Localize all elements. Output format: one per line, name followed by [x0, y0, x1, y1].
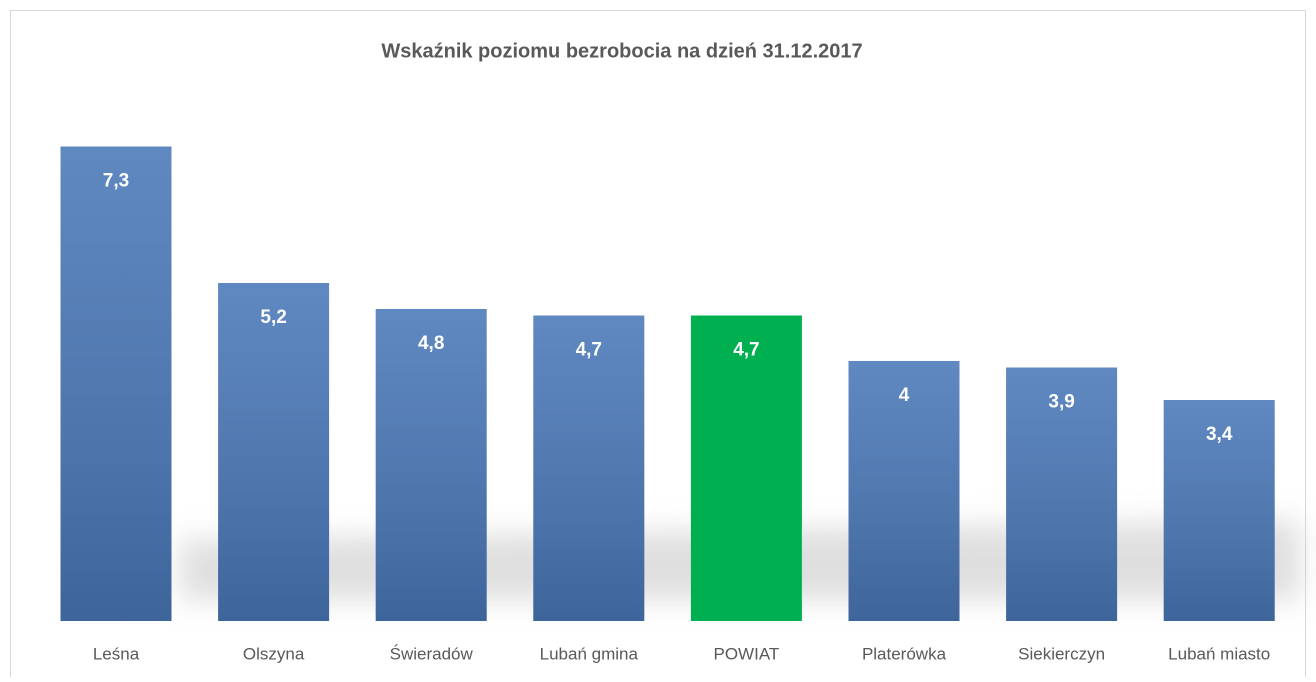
bar: [690, 315, 802, 621]
data-label: 7,3: [103, 171, 129, 192]
bar: [60, 146, 172, 621]
data-label: 4,7: [733, 340, 759, 361]
x-tick-label: Świeradów: [390, 644, 474, 663]
x-tick-label: Olszyna: [243, 644, 305, 663]
bar: [375, 309, 487, 621]
data-label: 3,4: [1206, 424, 1233, 445]
data-label: 3,9: [1048, 392, 1074, 413]
data-label: 5,2: [260, 307, 286, 328]
chart-title: Wskaźnik poziomu bezrobocia na dzień 31.…: [381, 40, 862, 62]
data-label: 4,7: [576, 340, 602, 361]
x-tick-label: Lubań gmina: [540, 644, 639, 663]
bar: [218, 283, 330, 621]
x-tick-label: Lubań miasto: [1168, 644, 1270, 663]
x-tick-label: POWIAT: [714, 644, 780, 663]
data-label: 4,8: [418, 333, 444, 354]
x-tick-label: Siekierczyn: [1018, 644, 1105, 663]
x-tick-label: Platerówka: [862, 644, 947, 663]
x-tick-label: Leśna: [93, 644, 140, 663]
bar: [533, 315, 645, 621]
data-label: 4: [899, 385, 910, 406]
